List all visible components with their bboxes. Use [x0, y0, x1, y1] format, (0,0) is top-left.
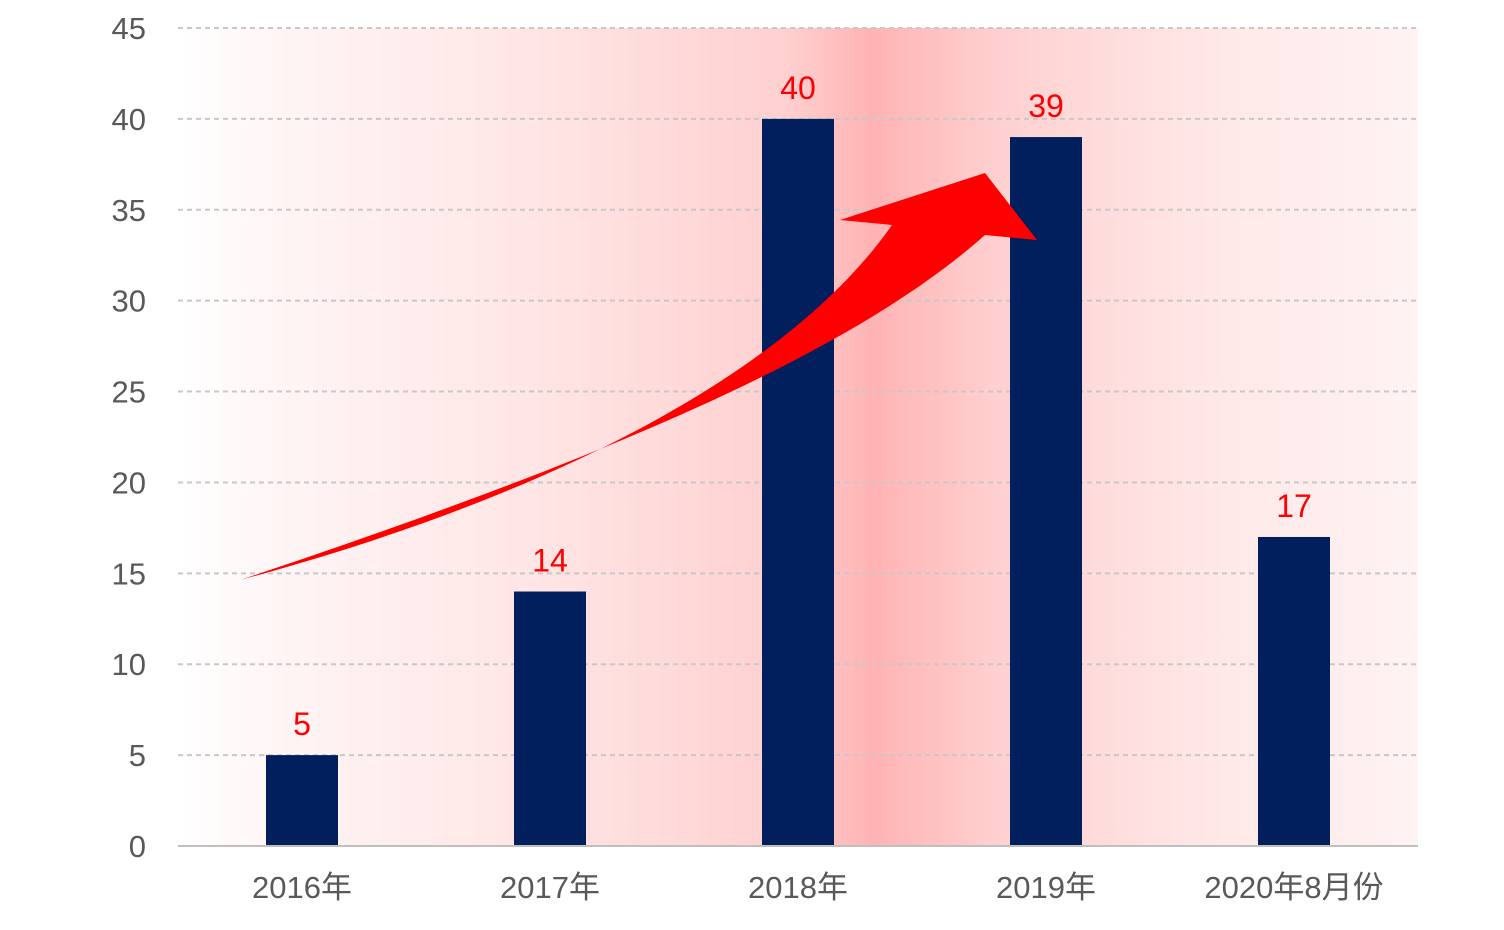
y-tick-label: 40 [112, 102, 146, 137]
y-tick-label: 0 [129, 829, 146, 864]
data-label: 39 [1028, 88, 1064, 124]
y-tick-label: 15 [112, 556, 146, 591]
bar [762, 118, 834, 846]
bar [1258, 536, 1330, 846]
x-tick-label: 2016年 [252, 870, 352, 905]
data-label: 40 [780, 70, 816, 106]
x-tick-label: 2020年8月份 [1204, 870, 1383, 905]
y-tick-label: 30 [112, 284, 146, 319]
x-axis-tick-labels: 2016年 2017年 2018年 2019年 2020年8月份 [252, 870, 1384, 905]
bar [266, 755, 338, 846]
y-tick-label: 5 [129, 738, 146, 773]
x-tick-label: 2018年 [748, 870, 848, 905]
data-labels: 5 14 40 39 17 [293, 70, 1312, 742]
y-tick-label: 35 [112, 193, 146, 228]
y-tick-label: 10 [112, 647, 146, 682]
data-label: 14 [532, 543, 568, 579]
x-tick-label: 2017年 [500, 870, 600, 905]
bars [266, 118, 1330, 847]
trend-arrow-icon [240, 173, 1037, 580]
data-label: 5 [293, 706, 311, 742]
y-tick-label: 25 [112, 375, 146, 410]
y-tick-label: 45 [112, 11, 146, 46]
y-tick-label: 20 [112, 465, 146, 500]
x-tick-label: 2019年 [996, 870, 1096, 905]
bar [1010, 137, 1082, 847]
y-axis-tick-labels: 0 5 10 15 20 25 30 35 40 45 [112, 11, 146, 864]
bar [514, 591, 586, 846]
data-label: 17 [1276, 488, 1312, 524]
